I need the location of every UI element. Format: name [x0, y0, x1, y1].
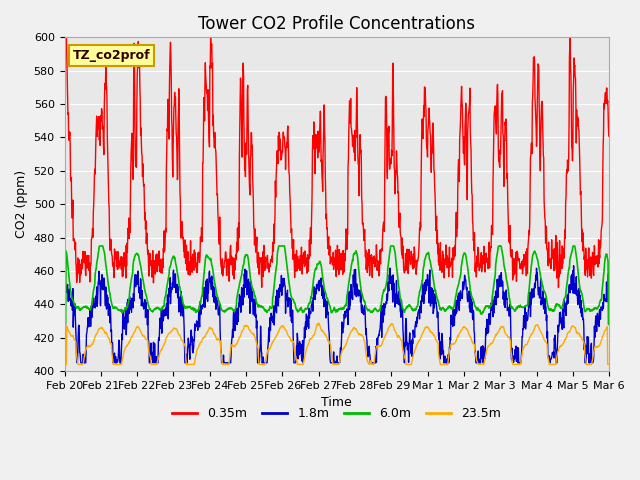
23.5m [605, 361, 613, 367]
0.35m [169, 174, 177, 180]
Title: Tower CO2 Profile Concentrations: Tower CO2 Profile Concentrations [198, 15, 476, 33]
23.5m [168, 327, 176, 333]
Legend: 0.35m, 1.8m, 6.0m, 23.5m: 0.35m, 1.8m, 6.0m, 23.5m [168, 402, 506, 425]
Line: 0.35m: 0.35m [65, 37, 609, 288]
Line: 6.0m: 6.0m [65, 246, 609, 324]
23.5m [243, 323, 250, 328]
Y-axis label: CO2 (ppm): CO2 (ppm) [15, 170, 28, 238]
6.0m [422, 254, 429, 260]
1.8m [182, 360, 190, 366]
23.5m [182, 353, 189, 359]
6.0m [182, 304, 190, 310]
6.0m [541, 289, 548, 295]
Text: TZ_co2prof: TZ_co2prof [73, 49, 150, 62]
1.8m [422, 287, 429, 292]
23.5m [493, 331, 500, 336]
6.0m [96, 243, 104, 249]
1.8m [493, 292, 500, 298]
0.35m [422, 102, 429, 108]
1.8m [243, 292, 251, 298]
6.0m [243, 252, 251, 258]
1.8m [61, 263, 68, 269]
1.8m [541, 311, 548, 316]
6.0m [61, 322, 68, 327]
0.35m [182, 254, 190, 260]
23.5m [541, 338, 548, 344]
6.0m [169, 254, 177, 260]
Line: 1.8m: 1.8m [65, 266, 609, 363]
1.8m [169, 285, 177, 290]
1.8m [605, 274, 613, 280]
6.0m [605, 322, 613, 327]
23.5m [422, 324, 429, 330]
0.35m [61, 73, 68, 79]
23.5m [315, 320, 323, 326]
23.5m [61, 361, 68, 367]
0.35m [243, 123, 251, 129]
0.35m [493, 101, 500, 107]
6.0m [493, 254, 500, 260]
X-axis label: Time: Time [321, 396, 352, 409]
0.35m [555, 285, 563, 290]
0.35m [541, 216, 548, 222]
1.8m [73, 360, 81, 366]
Line: 23.5m: 23.5m [65, 323, 609, 364]
0.35m [605, 122, 613, 128]
0.35m [62, 35, 70, 40]
